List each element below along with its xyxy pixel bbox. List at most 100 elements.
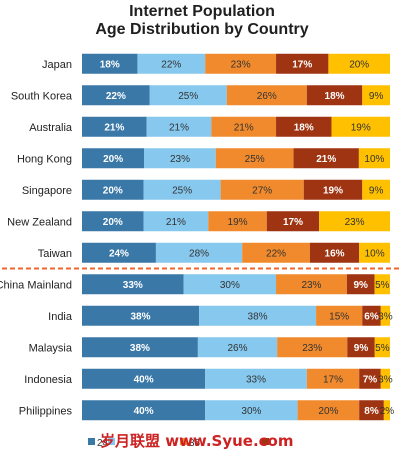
bar-segment <box>144 148 216 169</box>
bar-segment <box>146 116 212 137</box>
data-label: 23% <box>302 343 322 354</box>
bar-segment <box>82 211 144 232</box>
data-label: 25% <box>172 185 192 196</box>
data-label: 7% <box>363 374 378 385</box>
bar-segment <box>374 274 390 295</box>
data-label: 10% <box>365 248 385 259</box>
data-label: 38% <box>248 311 268 322</box>
data-label: 24% <box>109 248 129 259</box>
data-label: 9% <box>369 91 384 102</box>
data-label: 33% <box>246 374 266 385</box>
bar-segment <box>297 400 360 421</box>
bar-segment <box>276 274 347 295</box>
bar-segment <box>309 242 360 263</box>
data-label: 25% <box>178 91 198 102</box>
data-label: 40% <box>134 374 154 385</box>
data-label: 9% <box>354 343 369 354</box>
category-label: Malaysia <box>29 342 73 354</box>
data-label: 8% <box>364 406 379 417</box>
data-label: 17% <box>292 59 312 70</box>
data-label: 15% <box>329 311 349 322</box>
legend: 24 35 <box>88 438 269 449</box>
bar-segment <box>205 400 298 421</box>
bar-segment <box>306 368 360 389</box>
bar-segment <box>211 116 277 137</box>
category-label: New Zealand <box>7 216 72 228</box>
category-label: Singapore <box>22 185 72 197</box>
bar-segment <box>82 53 138 74</box>
category-label: Taiwan <box>38 248 72 260</box>
bar-segment <box>197 337 278 358</box>
legend-swatch <box>262 438 269 445</box>
data-label: 9% <box>369 185 384 196</box>
bar-segment <box>319 211 390 232</box>
bar-segment <box>306 85 363 106</box>
bar-segment <box>380 368 390 389</box>
bar-segment <box>359 242 390 263</box>
data-label: 21% <box>316 154 336 165</box>
data-label: 18% <box>294 122 314 133</box>
data-label: 21% <box>104 122 124 133</box>
data-label: 17% <box>283 217 303 228</box>
chart-title: Internet Population <box>129 3 275 20</box>
data-label: 22% <box>266 248 286 259</box>
data-label: 19% <box>351 122 371 133</box>
bar-segment <box>362 179 390 200</box>
data-label: 10% <box>364 154 384 165</box>
bar-segment <box>380 305 390 326</box>
data-label: 28% <box>189 248 209 259</box>
category-label: Philippines <box>19 405 73 417</box>
data-label: 21% <box>169 122 189 133</box>
bar-segment <box>220 179 304 200</box>
data-label: 22% <box>161 59 181 70</box>
data-label: 2% <box>380 406 395 417</box>
bar-segment <box>383 400 390 421</box>
bar-segment <box>328 53 390 74</box>
watermark: 岁月联盟 www.Syue.com <box>100 432 294 450</box>
chart-subtitle: Age Distribution by Country <box>95 21 308 38</box>
legend-label: 35 <box>189 438 201 449</box>
bar-segment <box>82 85 150 106</box>
bar-segment <box>358 148 390 169</box>
data-label: 30% <box>220 280 240 291</box>
category-label: Australia <box>29 122 73 134</box>
bar-segment <box>143 179 221 200</box>
data-label: 5% <box>375 343 390 354</box>
bar-segment <box>199 305 317 326</box>
data-label: 22% <box>106 91 126 102</box>
bar-segment <box>215 148 294 169</box>
bar-segment <box>276 116 332 137</box>
data-label: 18% <box>325 91 345 102</box>
bar-segment <box>82 274 184 295</box>
data-label: 40% <box>134 406 154 417</box>
bar-segment <box>226 85 307 106</box>
bar-segment <box>82 179 144 200</box>
category-label: Indonesia <box>24 374 73 386</box>
data-label: 25% <box>245 154 265 165</box>
data-label: 9% <box>354 280 369 291</box>
bar-segment <box>82 400 206 421</box>
bar-segment <box>359 368 381 389</box>
bar-segment <box>82 116 147 137</box>
data-label: 5% <box>375 280 390 291</box>
bar-segment <box>346 274 375 295</box>
data-label: 38% <box>130 343 150 354</box>
data-label: 17% <box>323 374 343 385</box>
bar-segment <box>208 211 267 232</box>
data-label: 21% <box>166 217 186 228</box>
data-label: 26% <box>228 343 248 354</box>
data-label: 18% <box>100 59 120 70</box>
category-label: India <box>48 311 73 323</box>
data-label: 23% <box>301 280 321 291</box>
data-label: 20% <box>349 59 369 70</box>
category-label: South Korea <box>11 90 73 102</box>
bar-segment <box>137 53 206 74</box>
bar-segment <box>82 305 200 326</box>
data-label: 33% <box>123 280 143 291</box>
bar-segment <box>276 53 329 74</box>
legend-swatch <box>108 438 115 445</box>
legend-swatch <box>88 438 95 445</box>
bar-segment <box>293 148 359 169</box>
bar-segment <box>82 337 198 358</box>
